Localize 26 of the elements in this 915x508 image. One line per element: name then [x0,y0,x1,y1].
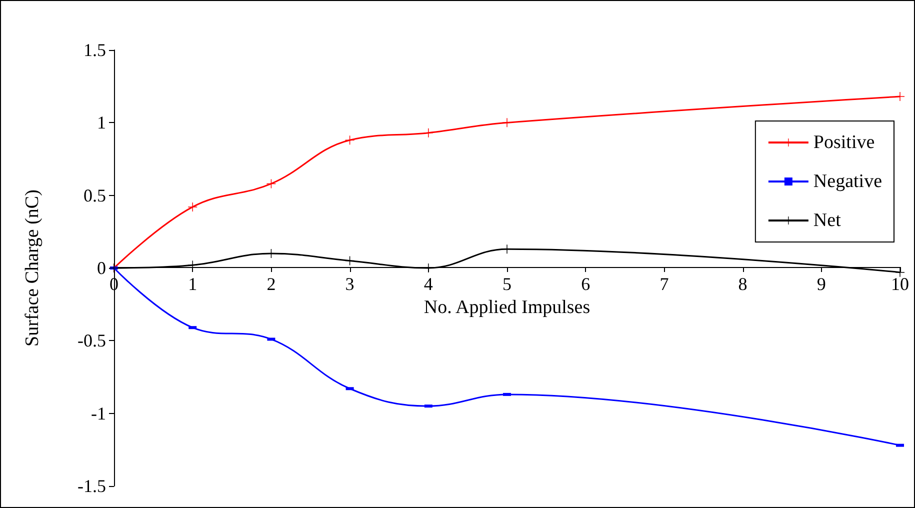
legend-label: Negative [813,171,882,192]
y-tick-label: 1.5 [84,40,106,60]
x-tick-label: 4 [424,274,433,294]
x-tick-label: 1 [188,274,198,294]
y-tick-label: -1 [91,403,106,424]
x-tick-label: 10 [891,274,909,294]
y-tick-label: 0.5 [84,185,106,206]
y-axis-title: Surface Charge (nC) [22,190,43,346]
x-tick-label: 9 [816,274,826,294]
y-tick-label: 0 [97,258,106,278]
legend-label: Net [813,210,842,231]
y-tick-label: -0.5 [78,330,106,351]
x-axis-title: No. Applied Impulses [424,296,590,318]
legend-label: Positive [813,132,875,153]
point [345,136,354,145]
x-tick-label: 6 [581,274,590,294]
x-tick-label: 3 [345,274,354,294]
point [188,202,198,212]
x-tick-label: 5 [502,274,512,294]
point [896,92,904,102]
point [424,128,433,138]
x-tick-label: 8 [738,274,748,294]
y-tick-label: -1.5 [78,476,106,496]
x-tick-label: 7 [660,274,669,294]
x-tick-label: 2 [266,274,276,294]
y-tick-label: 1 [97,112,106,133]
